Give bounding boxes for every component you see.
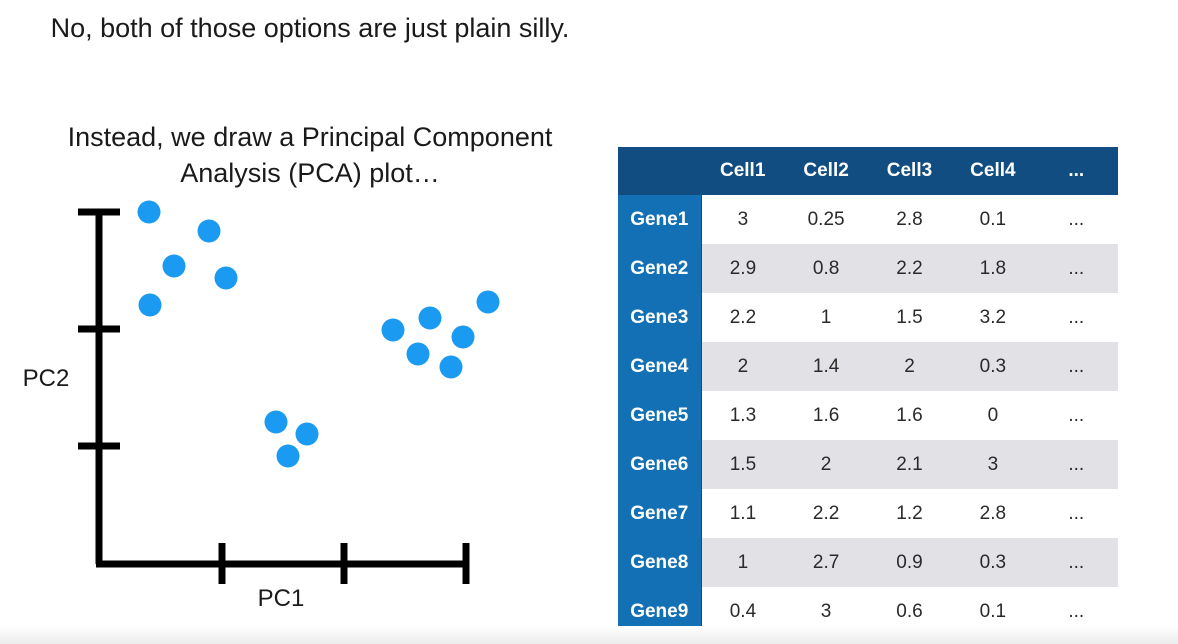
cell-point <box>476 290 500 314</box>
table-cell: 1.6 <box>867 391 952 440</box>
table-cell: 0.1 <box>951 195 1035 244</box>
table-cell: 2.8 <box>951 489 1035 538</box>
table-row: Gene6 1.5 2 2.1 3... <box>618 440 1118 489</box>
row-header: Gene2 <box>618 244 702 293</box>
table-cell: 0.8 <box>784 244 868 293</box>
row-header: Gene8 <box>618 538 702 587</box>
row-header: Gene5 <box>618 391 702 440</box>
bottom-fade <box>0 626 1178 644</box>
row-header: Gene1 <box>618 195 702 244</box>
table-row: Gene5 1.3 1.6 1.6 0... <box>618 391 1118 440</box>
table-cell: 2.2 <box>784 489 868 538</box>
table-row: Gene8 1 2.7 0.9 0.3... <box>618 538 1118 587</box>
table-header-row: Cell1 Cell2 Cell3 Cell4 ... <box>618 147 1118 195</box>
table-cell: 3 <box>701 195 785 244</box>
table-row: Gene7 1.1 2.2 1.2 2.8... <box>618 489 1118 538</box>
table-cell: 0.9 <box>867 538 952 587</box>
cell-point <box>295 422 319 446</box>
table-cell: ... <box>1034 293 1118 342</box>
table-cell: ... <box>1034 391 1118 440</box>
expression-table: Cell1 Cell2 Cell3 Cell4 ... Gene1 3 0.25 2.… <box>618 147 1118 636</box>
table-cell: 3 <box>951 440 1035 489</box>
table-cell: 2.1 <box>867 440 952 489</box>
corner-cell <box>618 147 701 195</box>
y-axis <box>78 208 120 564</box>
caption-line-1: No, both of those options are just plain… <box>50 13 570 43</box>
x-axis <box>96 543 470 584</box>
table-cell: 0.25 <box>784 195 868 244</box>
cell-point <box>381 318 405 342</box>
table-cell: ... <box>1034 342 1118 391</box>
cell-point <box>418 306 442 330</box>
column-header: Cell1 <box>701 147 785 195</box>
x-axis-label: PC1 <box>258 585 305 612</box>
table-cell: 1.1 <box>701 489 785 538</box>
table-cell: 1 <box>701 538 785 587</box>
column-header: Cell2 <box>784 147 868 195</box>
table-cell: 3.2 <box>951 293 1035 342</box>
pca-plot: PC1 PC2 <box>23 200 500 612</box>
table-row: Gene2 2.9 0.8 2.2 1.8... <box>618 244 1118 293</box>
table-row: Gene4 2 1.4 2 0.3... <box>618 342 1118 391</box>
row-header: Gene3 <box>618 293 702 342</box>
table-cell: 0 <box>951 391 1035 440</box>
table-cell: 2.2 <box>867 244 952 293</box>
table-cell: 1 <box>784 293 868 342</box>
table-cell: 0.3 <box>951 342 1035 391</box>
caption-line-2: Instead, we draw a Principal Component A… <box>67 122 553 188</box>
cell-point <box>406 342 430 366</box>
table-cell: 1.5 <box>867 293 952 342</box>
table-cell: 2.8 <box>867 195 952 244</box>
table-cell: 1.6 <box>784 391 868 440</box>
table-cell: 2.2 <box>701 293 785 342</box>
cell-point <box>264 410 288 434</box>
cell-points <box>137 200 500 468</box>
y-axis-label: PC2 <box>23 365 70 392</box>
table-cell: 2.7 <box>784 538 868 587</box>
table-row: Gene3 2.2 1 1.5 3.2... <box>618 293 1118 342</box>
row-header: Gene7 <box>618 489 702 538</box>
table-cell: 2 <box>784 440 868 489</box>
cell-point <box>439 355 463 379</box>
table-cell: 0.3 <box>951 538 1035 587</box>
table-row: Gene1 3 0.25 2.8 0.1... <box>618 195 1118 244</box>
cell-point <box>214 266 238 290</box>
table-cell: 1.3 <box>701 391 785 440</box>
cell-point <box>276 444 300 468</box>
table-cell: ... <box>1034 244 1118 293</box>
cell-point <box>162 254 186 278</box>
table-cell: 1.5 <box>701 440 785 489</box>
table-cell: ... <box>1034 440 1118 489</box>
cell-point <box>451 325 475 349</box>
row-header: Gene6 <box>618 440 702 489</box>
table-cell: 2.9 <box>701 244 785 293</box>
column-header: ... <box>1034 147 1118 195</box>
table-cell: ... <box>1034 195 1118 244</box>
column-header: Cell3 <box>867 147 952 195</box>
table-cell: 1.2 <box>867 489 952 538</box>
cell-point <box>138 293 162 317</box>
table-cell: 1.8 <box>951 244 1035 293</box>
table-cell: ... <box>1034 489 1118 538</box>
cell-point <box>197 219 221 243</box>
table-cell: 1.4 <box>784 342 868 391</box>
table-cell: ... <box>1034 538 1118 587</box>
table-cell: 2 <box>867 342 952 391</box>
table-cell: 2 <box>701 342 785 391</box>
column-header: Cell4 <box>951 147 1035 195</box>
cell-point <box>137 200 161 224</box>
row-header: Gene4 <box>618 342 702 391</box>
